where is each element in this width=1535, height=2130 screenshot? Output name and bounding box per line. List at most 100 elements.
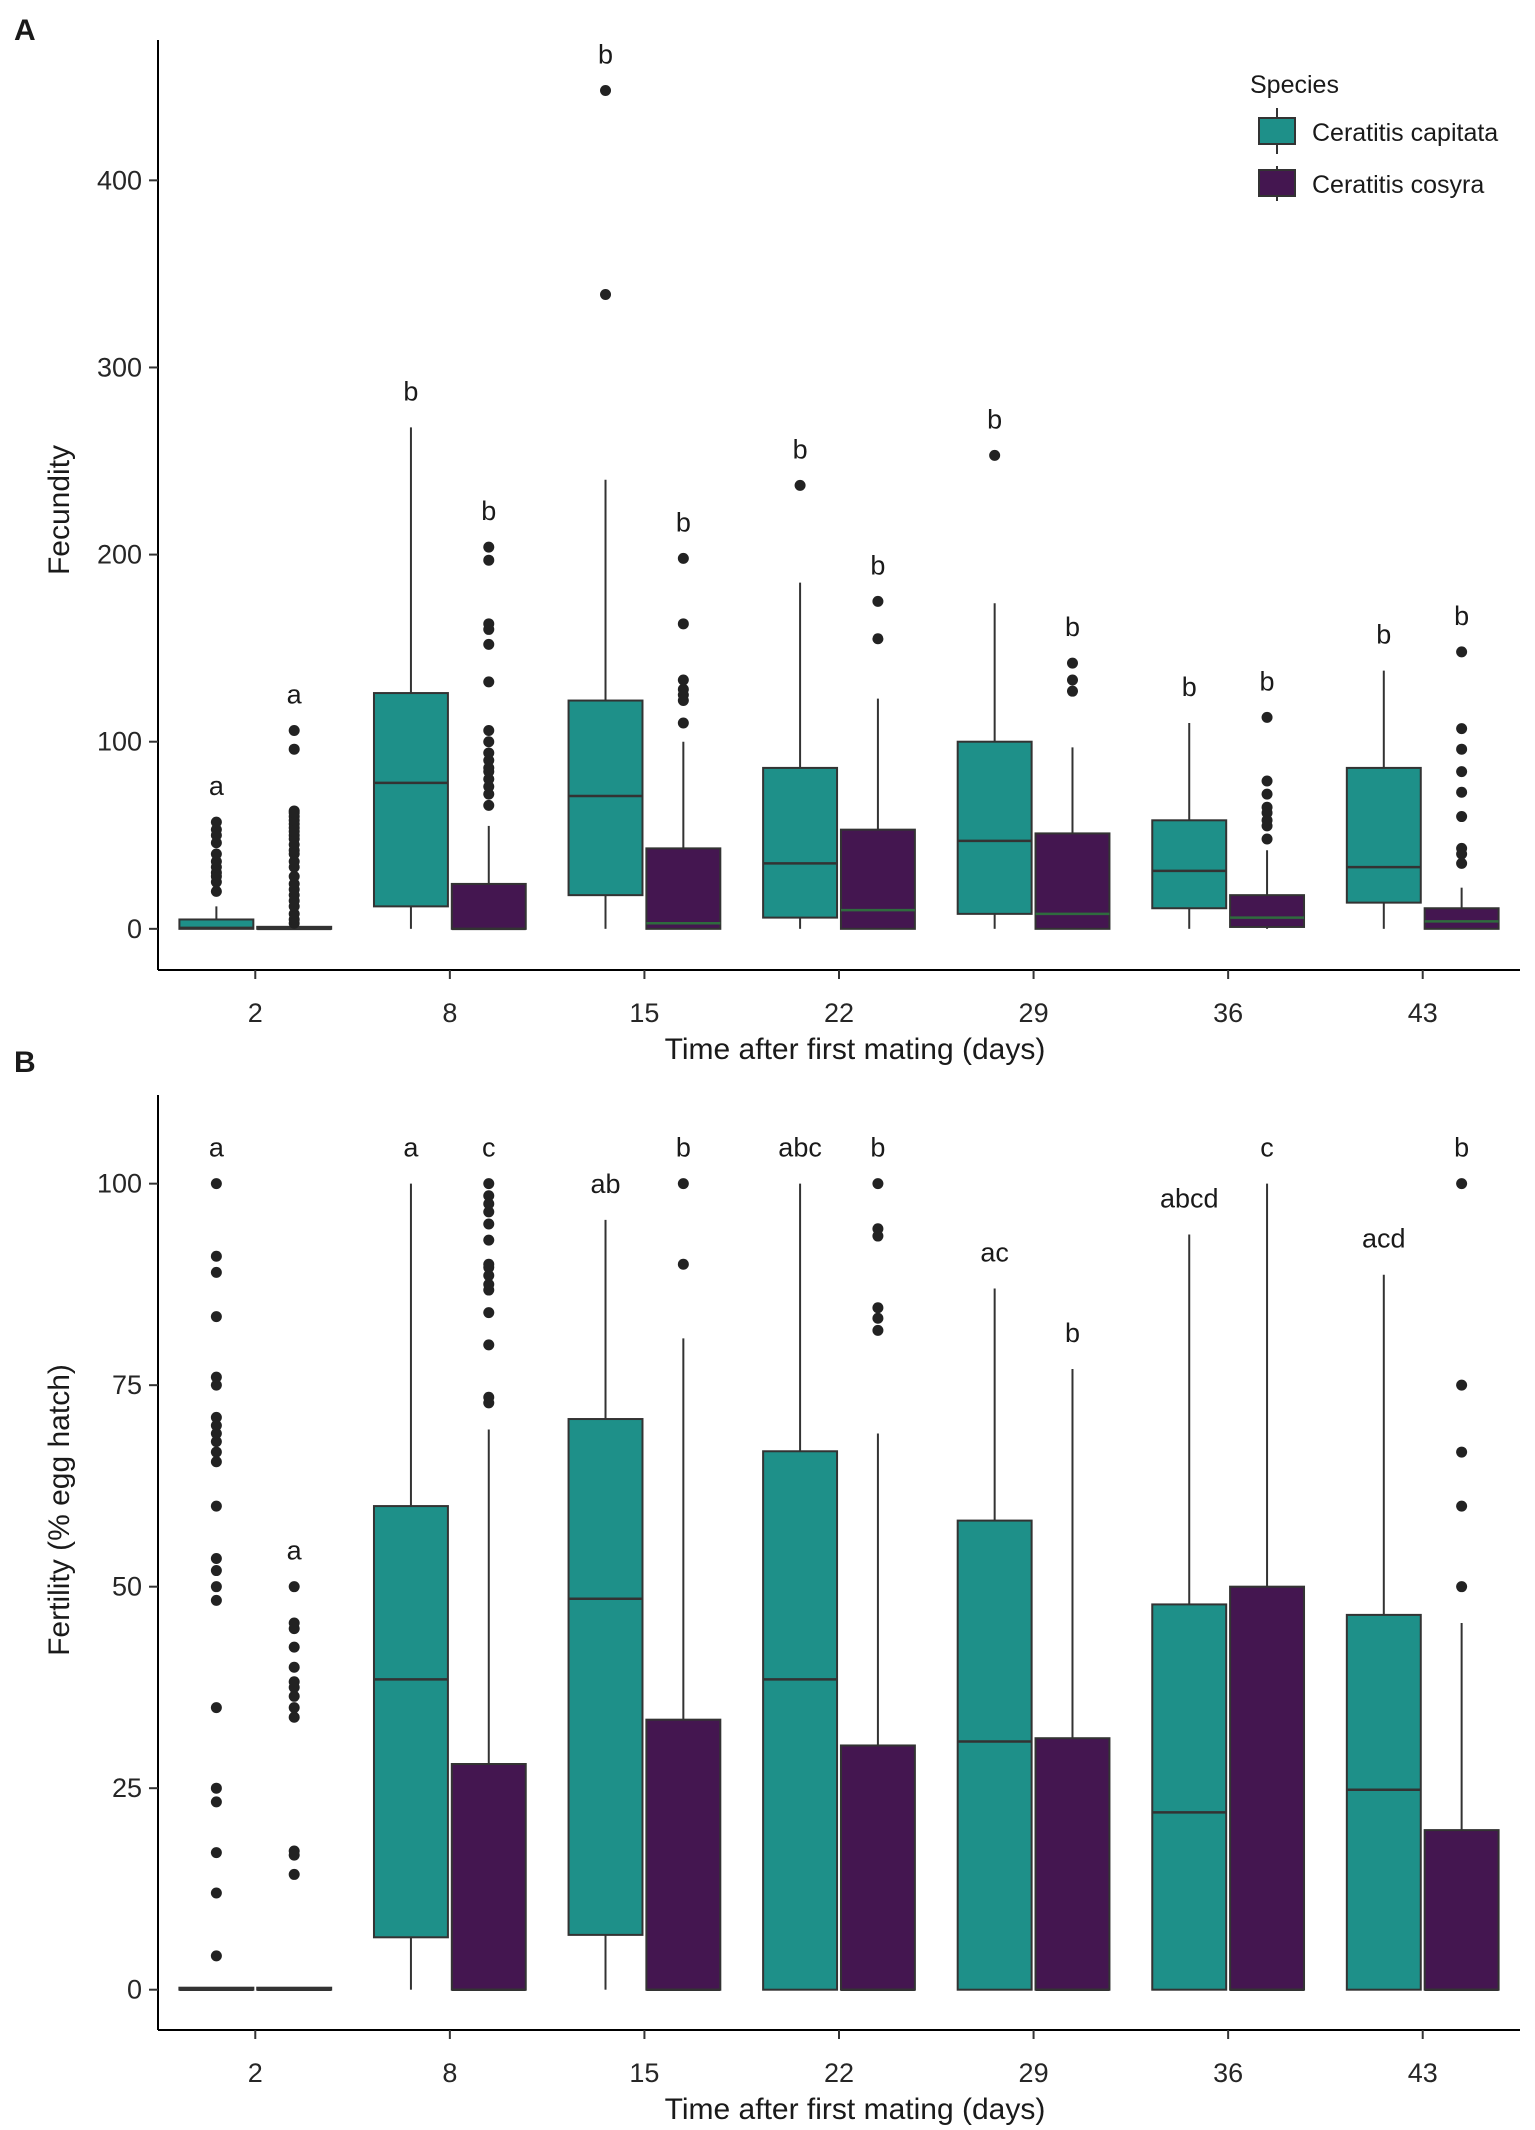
box-iqr [956,740,1033,915]
plot-fecundity: 0 100 200 300 400 2 8 15 22 29 36 43 a b b b b b b a b b b b b b [97,40,1520,1028]
outlier-point [210,1250,222,1262]
fertility-x-tick-label: 8 [442,2058,457,2088]
outlier-point [210,1782,222,1794]
outlier-point [483,676,495,688]
outlier-point [483,1270,495,1282]
significance-label: a [209,771,225,801]
outlier-point [483,1278,495,1290]
outlier-point [210,1456,222,1468]
outlier-point [989,449,1001,461]
fecundity-box-capitata: b [567,40,644,929]
significance-label: a [287,1536,303,1566]
outlier-point [210,1266,222,1278]
outlier-point [1261,788,1273,800]
outlier-point [210,1552,222,1564]
outlier-point [1261,775,1273,787]
outlier-point [483,1234,495,1246]
outlier-point [288,1581,300,1593]
outlier-point [210,1436,222,1448]
legend-title: Species [1250,71,1339,99]
outlier-point [210,1428,222,1440]
outlier-point [288,1661,300,1673]
outlier-point [210,1796,222,1808]
significance-label: b [870,550,885,580]
outlier-point [288,1641,300,1653]
significance-label: a [209,1133,225,1163]
outlier-point [483,554,495,566]
outlier-point [483,1198,495,1210]
fertility-x-tick-label: 29 [1019,2058,1049,2088]
significance-label: b [598,40,613,70]
significance-label: b [870,1133,885,1163]
outlier-point [483,799,495,811]
significance-label: abc [778,1133,822,1163]
outlier-point [288,1617,300,1629]
box-iqr [1229,1585,1306,1991]
outlier-point [288,724,300,736]
fecundity-x-tick-label: 29 [1019,998,1049,1028]
fecundity-x-tick-label: 22 [824,998,854,1028]
outlier-point [288,743,300,755]
fecundity-x-tick-label: 43 [1408,998,1438,1028]
significance-label: b [1454,1133,1469,1163]
significance-label: b [676,507,691,537]
significance-label: b [403,376,418,406]
outlier-point [288,1702,300,1714]
outlier-point [483,1178,495,1190]
outlier-point [1261,801,1273,813]
significance-label: b [987,404,1002,434]
fecundity-x-tick-label: 8 [442,998,457,1028]
outlier-point [677,674,689,686]
legend-key-capitata [1258,117,1296,145]
fertility-box-capitata: acd [1345,1224,1422,1991]
fertility-box-capitata: abcd [1151,1183,1228,1991]
outlier-point [872,595,884,607]
fertility-x-tick-label: 36 [1213,2058,1243,2088]
fertility-box-cosyra: b [1034,1318,1111,1991]
outlier-point [1456,857,1468,869]
significance-label: b [793,434,808,464]
fecundity-box-capitata: b [372,376,449,929]
significance-label: acd [1362,1224,1406,1254]
outlier-point [794,479,806,491]
fecundity-box-cosyra: b [839,550,916,930]
fecundity-box-cosyra: b [450,496,527,931]
box-iqr [450,1763,527,1991]
outlier-point [677,552,689,564]
fertility-x-tick-label: 15 [629,2058,659,2088]
outlier-point [483,618,495,630]
outlier-point [288,1711,300,1723]
box-iqr [839,828,916,930]
fertility-box-cosyra: c [450,1133,527,1991]
fertility-x-axis-title: Time after first mating (days) [665,2093,1046,2126]
panel-a: A 0 100 200 300 400 2 8 15 22 29 36 43 a b b b b b b a b b b b b… [14,14,1520,1066]
significance-label: b [1182,672,1197,702]
outlier-point [210,848,222,860]
outlier-point [210,1887,222,1899]
significance-label: b [1454,601,1469,631]
significance-label: b [1065,612,1080,642]
box-iqr [762,766,839,919]
fertility-x-tick-label: 22 [824,2058,854,2088]
fecundity-box-capitata: b [762,434,839,929]
outlier-point [677,618,689,630]
outlier-point [288,805,300,817]
fecundity-box-capitata: b [1345,620,1422,929]
outlier-point [1456,1500,1468,1512]
significance-label: b [1065,1318,1080,1348]
fertility-box-capitata: abc [762,1133,839,1991]
fecundity-box-cosyra: b [1229,666,1306,929]
fecundity-box-cosyra: a [256,679,333,931]
outlier-point [872,1302,884,1314]
significance-label: a [403,1133,419,1163]
outlier-point [483,1206,495,1218]
outlier-point [1456,1446,1468,1458]
outlier-point [483,736,495,748]
fertility-box-capitata: a [372,1133,449,1990]
fertility-box-capitata: ab [567,1169,644,1990]
box-iqr [450,882,527,930]
outlier-point [483,1190,495,1202]
